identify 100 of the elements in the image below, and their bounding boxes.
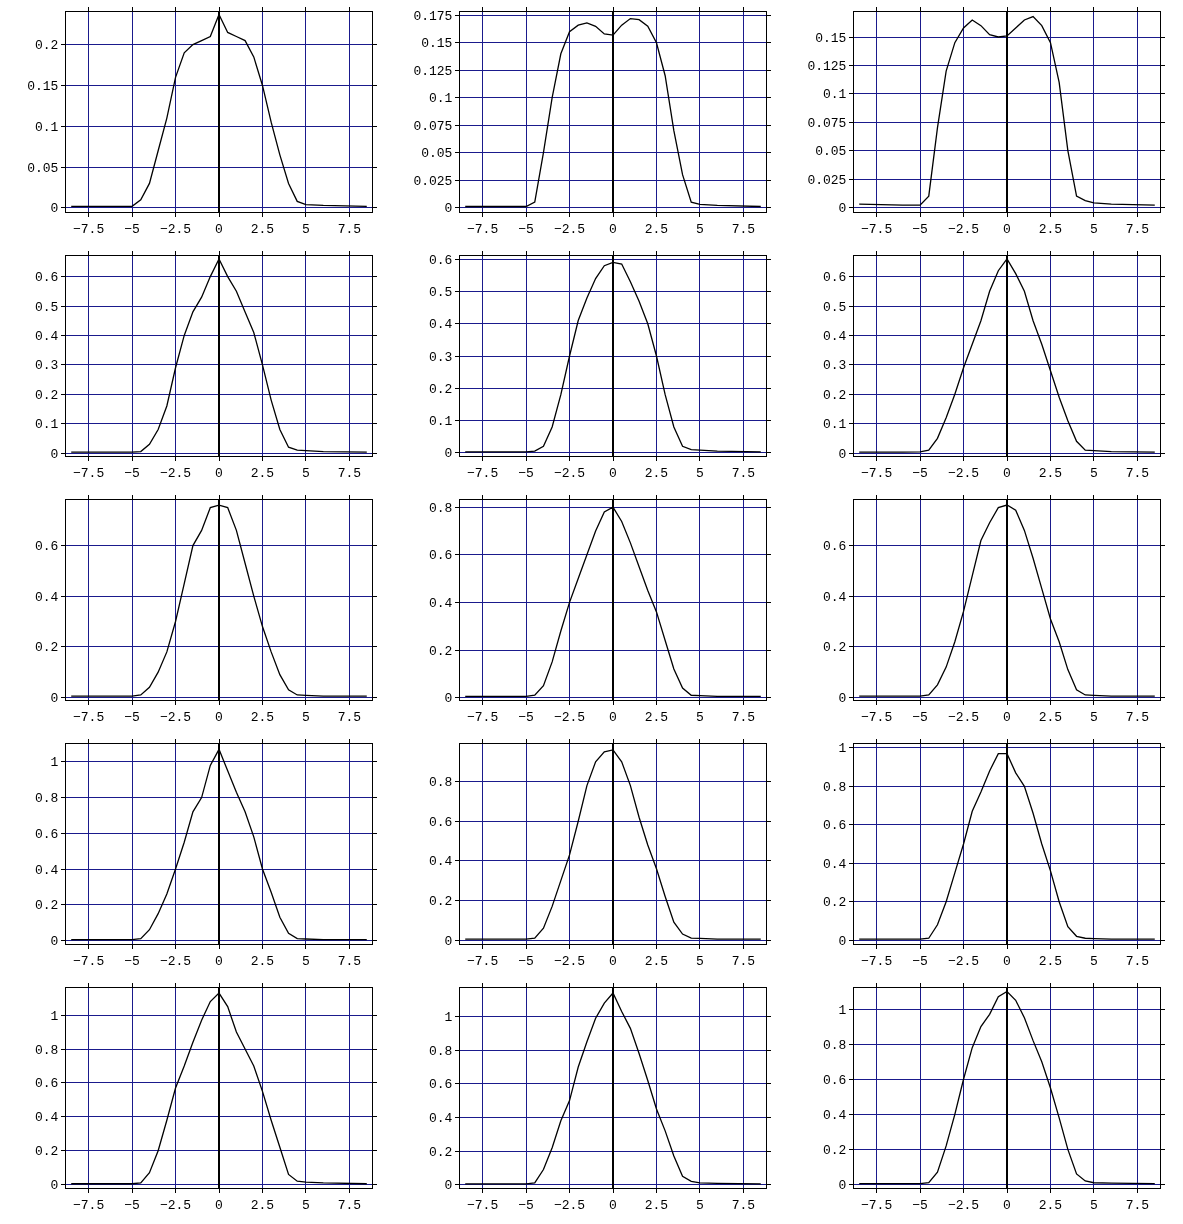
y-tick-label: 0.2 — [34, 387, 59, 403]
x-tick-label: 2.5 — [1038, 1197, 1063, 1213]
x-tick-label: −7.5 — [72, 1197, 105, 1213]
x-tick-label: 5 — [696, 709, 704, 725]
y-tick-label: 0.4 — [34, 1110, 59, 1126]
line-series — [70, 992, 368, 1185]
x-tick-label: 5 — [1090, 221, 1098, 237]
y-tick-label: 0.125 — [413, 63, 453, 79]
y-tick-label: 0 — [50, 1178, 59, 1194]
y-tick-label: 0.15 — [27, 79, 59, 95]
line-series — [70, 504, 368, 697]
y-tick-label: 0.05 — [815, 144, 847, 160]
x-tick-label: 2.5 — [644, 465, 669, 481]
y-tick-label: 0.4 — [822, 589, 847, 605]
x-tick-label: −2.5 — [159, 953, 192, 969]
x-tick-label: 7.5 — [337, 953, 362, 969]
y-tick-label: 1 — [50, 755, 59, 771]
x-tick-label: −7.5 — [72, 953, 105, 969]
y-tick-label: 0.1 — [34, 417, 59, 433]
y-tick-label: 0.2 — [428, 1144, 453, 1160]
x-tick-label: 2.5 — [644, 1197, 669, 1213]
x-tick-label: −2.5 — [553, 465, 586, 481]
y-tick-label: 0.6 — [34, 826, 59, 842]
y-tick-label: 0.6 — [428, 548, 453, 564]
y-tick-label: 0.6 — [822, 818, 847, 834]
y-tick-label: 0.5 — [428, 285, 453, 301]
y-tick-label: 0.075 — [807, 115, 847, 131]
y-tick-label: 0.6 — [34, 270, 59, 286]
y-tick-label: 0.2 — [428, 381, 453, 397]
x-tick-label: 7.5 — [337, 221, 362, 237]
x-tick-label: 2.5 — [644, 221, 669, 237]
y-tick-label: 0.4 — [34, 328, 59, 344]
x-tick-label: −2.5 — [553, 221, 586, 237]
x-tick-label: −5 — [518, 221, 534, 237]
x-tick-label: 0 — [215, 465, 223, 481]
y-tick-label: 0 — [838, 933, 847, 949]
x-tick-label: −7.5 — [860, 953, 893, 969]
x-tick-label: 5 — [696, 221, 704, 237]
y-tick-label: 0.5 — [822, 299, 847, 315]
y-tick-label: 0.3 — [822, 358, 847, 374]
x-tick-label: −7.5 — [860, 709, 893, 725]
x-tick-label: −2.5 — [159, 465, 192, 481]
y-tick-label: 0.2 — [34, 38, 59, 54]
x-tick-label: 7.5 — [731, 1197, 756, 1213]
x-tick-label: −5 — [912, 953, 928, 969]
x-tick-label: −2.5 — [947, 465, 980, 481]
y-tick-label: 0 — [444, 201, 453, 217]
x-tick-label: 5 — [1090, 709, 1098, 725]
y-tick-label: 0.2 — [822, 1142, 847, 1158]
y-tick-label: 0.2 — [34, 1144, 59, 1160]
y-tick-label: 0.1 — [34, 119, 59, 135]
y-tick-label: 0.1 — [822, 87, 847, 103]
y-tick-label: 0.05 — [27, 160, 59, 176]
x-tick-label: 7.5 — [1125, 709, 1150, 725]
x-tick-label: 7.5 — [1125, 221, 1150, 237]
x-tick-label: 7.5 — [1125, 953, 1150, 969]
y-tick-label: 0.1 — [428, 414, 453, 430]
y-tick-label: 0 — [50, 446, 59, 462]
x-tick-label: −7.5 — [860, 221, 893, 237]
y-tick-label: 0.025 — [413, 173, 453, 189]
x-tick-label: 0 — [1003, 953, 1011, 969]
y-tick-label: 0.025 — [807, 172, 847, 188]
x-tick-label: −5 — [518, 953, 534, 969]
x-tick-label: 7.5 — [337, 709, 362, 725]
line-series — [70, 258, 368, 453]
y-tick-label: 0.2 — [428, 893, 453, 909]
x-tick-label: 5 — [1090, 1197, 1098, 1213]
x-tick-label: −5 — [124, 953, 140, 969]
x-tick-label: −5 — [124, 221, 140, 237]
x-tick-label: 2.5 — [644, 709, 669, 725]
x-tick-label: 5 — [302, 1197, 310, 1213]
y-tick-label: 0.125 — [807, 58, 847, 74]
y-tick-label: 0 — [838, 691, 847, 707]
x-tick-label: −5 — [124, 709, 140, 725]
y-tick-label: 0.6 — [822, 539, 847, 555]
x-tick-label: 0 — [215, 953, 223, 969]
y-tick-label: 0 — [50, 933, 59, 949]
y-tick-label: 0.4 — [428, 1110, 453, 1126]
x-tick-label: −2.5 — [159, 709, 192, 725]
y-tick-label: 0.5 — [34, 299, 59, 315]
line-series — [858, 990, 1156, 1185]
x-tick-label: 0 — [215, 221, 223, 237]
y-tick-label: 0 — [838, 201, 847, 216]
x-tick-label: 2.5 — [250, 221, 275, 237]
x-tick-label: −2.5 — [159, 221, 192, 237]
x-tick-label: −5 — [518, 709, 534, 725]
x-tick-label: 5 — [302, 465, 310, 481]
x-tick-label: −5 — [124, 465, 140, 481]
y-tick-label: 0.075 — [413, 118, 453, 134]
line-series — [858, 258, 1156, 453]
x-tick-label: 5 — [696, 465, 704, 481]
y-tick-label: 0.3 — [34, 358, 59, 374]
x-tick-label: −2.5 — [947, 1197, 980, 1213]
x-tick-label: −2.5 — [947, 709, 980, 725]
y-tick-label: 0.8 — [822, 1037, 847, 1053]
y-tick-label: 0.1 — [428, 91, 453, 107]
y-tick-label: 0.8 — [34, 791, 59, 807]
y-tick-label: 0.8 — [428, 775, 453, 791]
y-tick-label: 0.4 — [428, 595, 453, 611]
x-tick-label: −5 — [518, 465, 534, 481]
